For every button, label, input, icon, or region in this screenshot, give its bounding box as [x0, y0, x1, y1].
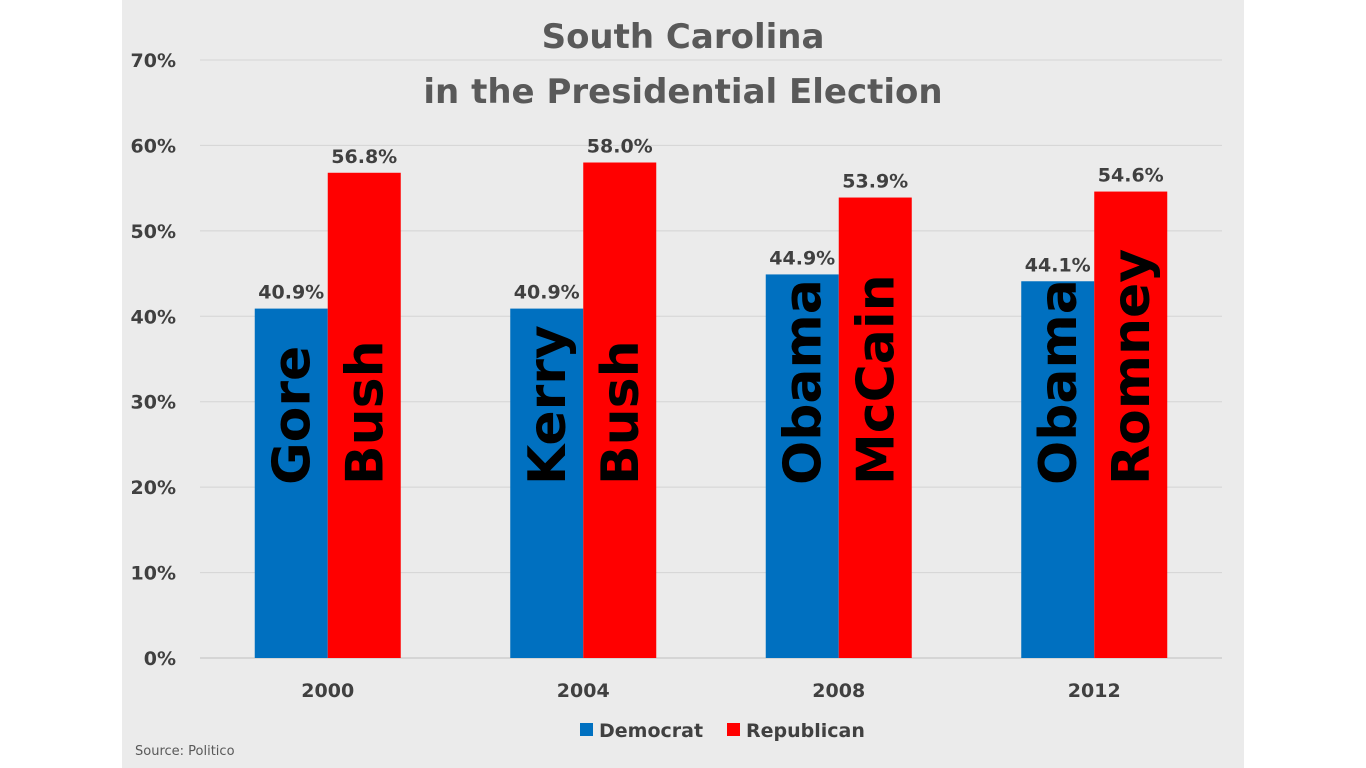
data-label: 40.9% [514, 282, 580, 304]
legend-label-democrat: Democrat [599, 720, 703, 742]
data-label: 53.9% [842, 171, 908, 193]
y-tick-label: 0% [144, 648, 176, 670]
bar-democrat [254, 308, 328, 658]
data-label: 44.1% [1025, 254, 1091, 276]
bar-democrat [765, 274, 839, 658]
y-tick-label: 50% [131, 221, 176, 243]
bar-republican [583, 162, 657, 658]
candidate-label: Romney [1102, 249, 1162, 485]
candidate-label: Obama [1029, 279, 1089, 485]
candidate-label: Bush [591, 340, 651, 485]
data-label: 44.9% [769, 247, 835, 269]
bar-republican [327, 172, 401, 658]
y-tick-label: 30% [131, 392, 176, 414]
x-tick-label: 2012 [1068, 680, 1121, 702]
bar-democrat [1021, 281, 1095, 658]
source-note: Source: Politico [135, 744, 235, 759]
data-label: 40.9% [258, 282, 324, 304]
y-tick-label: 10% [131, 563, 176, 585]
legend-swatch-republican [727, 723, 740, 736]
bar-democrat [510, 308, 584, 658]
legend-swatch-democrat [580, 723, 593, 736]
candidate-label: Kerry [518, 325, 578, 485]
candidate-label: Bush [335, 340, 395, 485]
chart-title: South Carolina [542, 17, 825, 57]
y-tick-label: 20% [131, 477, 176, 499]
chart-title: in the Presidential Election [423, 72, 942, 112]
candidate-label: McCain [846, 274, 906, 485]
y-tick-label: 60% [131, 135, 176, 157]
data-label: 58.0% [587, 136, 653, 158]
data-label: 54.6% [1098, 165, 1164, 187]
x-tick-label: 2004 [557, 680, 610, 702]
y-tick-label: 40% [131, 306, 176, 328]
data-label: 56.8% [331, 146, 397, 168]
candidate-label: Obama [773, 279, 833, 485]
bar-republican [838, 197, 912, 659]
x-tick-label: 2008 [812, 680, 865, 702]
legend-label-republican: Republican [746, 720, 865, 742]
candidate-label: Gore [262, 346, 322, 485]
y-tick-label: 70% [131, 50, 176, 72]
bar-republican [1094, 191, 1168, 658]
x-tick-label: 2000 [301, 680, 354, 702]
